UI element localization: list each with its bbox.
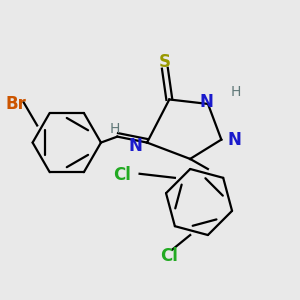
Text: H: H <box>230 85 241 99</box>
Text: Cl: Cl <box>160 247 178 265</box>
Text: N: N <box>227 130 241 148</box>
Text: S: S <box>159 53 171 71</box>
Text: N: N <box>200 93 213 111</box>
Text: N: N <box>129 136 142 154</box>
Text: Br: Br <box>6 95 27 113</box>
Text: Cl: Cl <box>113 166 131 184</box>
Text: H: H <box>109 122 119 136</box>
